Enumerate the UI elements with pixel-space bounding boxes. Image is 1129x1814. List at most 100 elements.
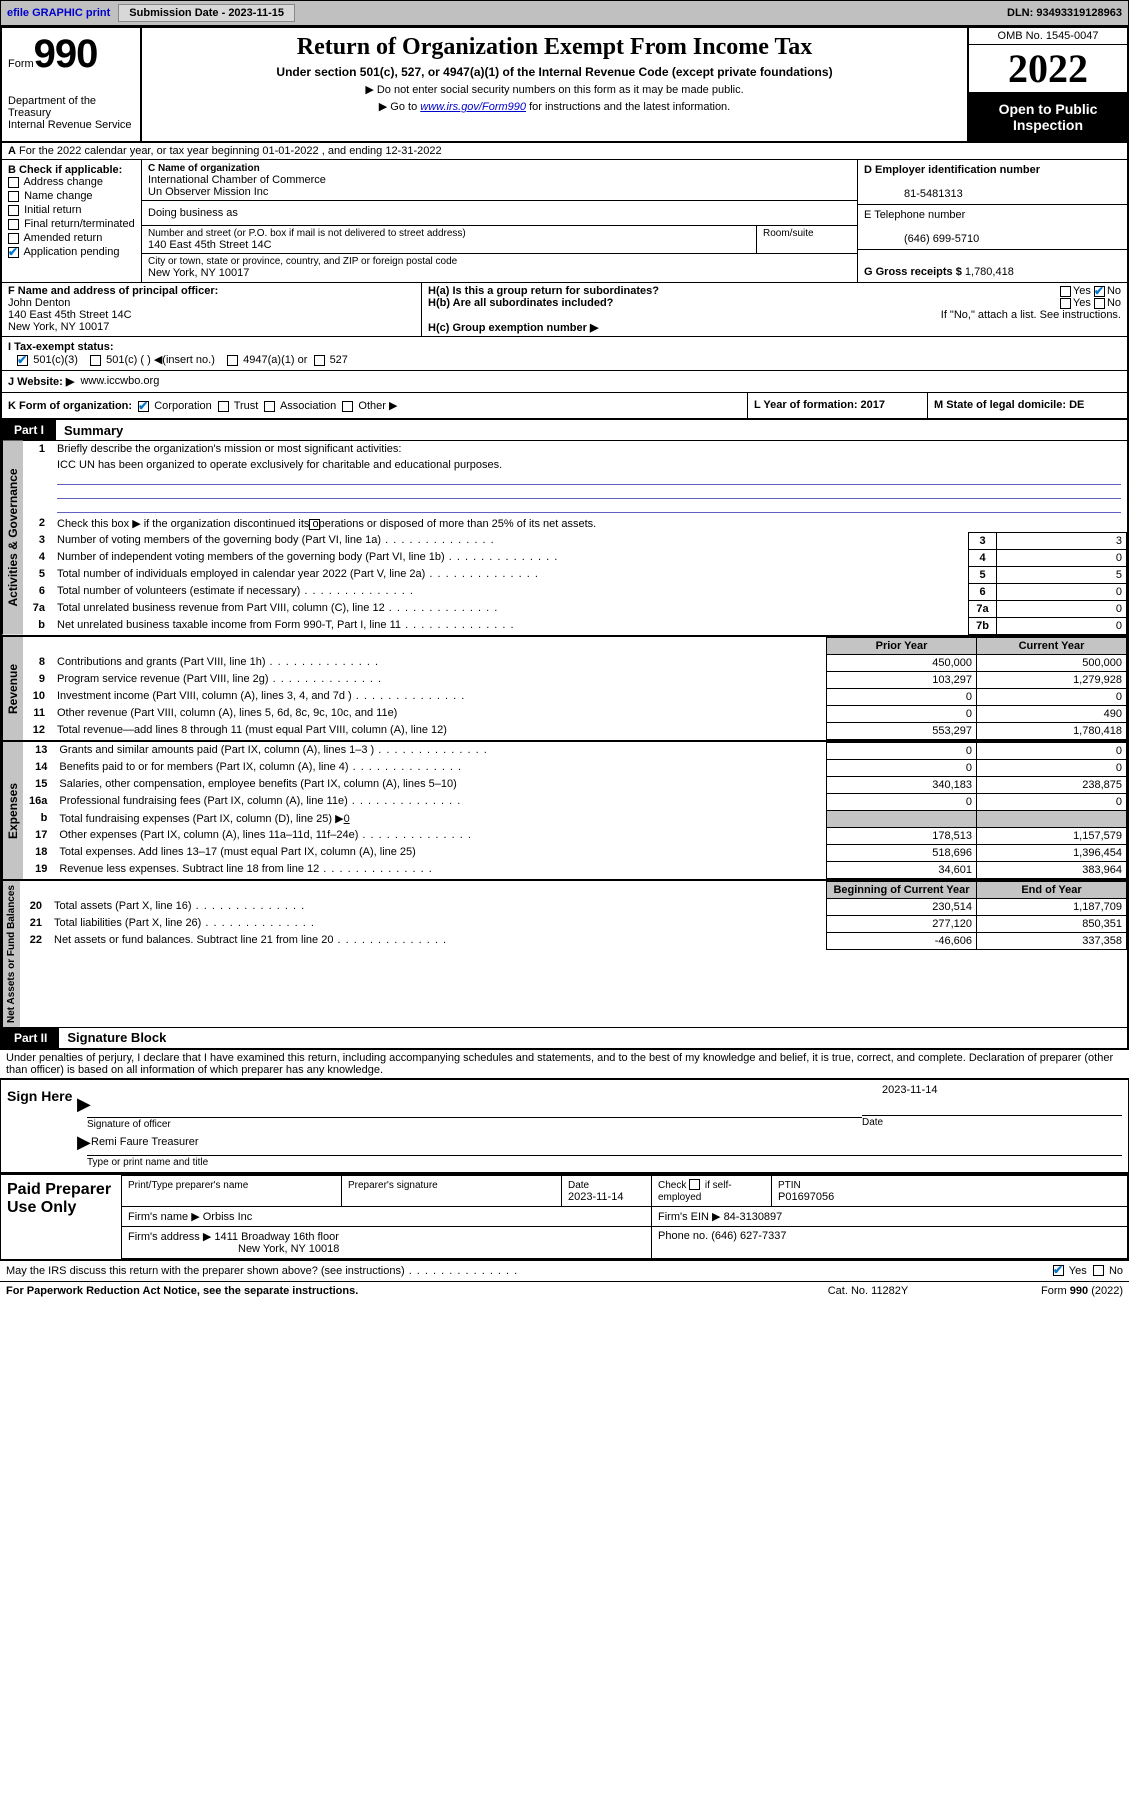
footer-row: For Paperwork Reduction Act Notice, see … xyxy=(0,1281,1129,1300)
cy17: 1,157,579 xyxy=(977,827,1127,844)
v7a: 0 xyxy=(997,600,1127,617)
cb-final-return[interactable] xyxy=(8,219,19,230)
website-value[interactable]: www.iccwbo.org xyxy=(80,375,159,388)
cy20: 1,187,709 xyxy=(977,898,1127,915)
cb-assoc[interactable] xyxy=(264,401,275,412)
cb-initial-return[interactable] xyxy=(8,205,19,216)
irs-link[interactable]: www.irs.gov/Form990 xyxy=(420,101,526,113)
k-form-org: K Form of organization: Corporation Trus… xyxy=(2,393,747,418)
s1: 501(c)(3) xyxy=(33,354,78,366)
na-table: Beginning of Current YearEnd of Year 20T… xyxy=(20,881,1127,950)
f-label: F Name and address of principal officer: xyxy=(8,285,218,297)
cb-name-change[interactable] xyxy=(8,191,19,202)
l3: Number of voting members of the governin… xyxy=(51,532,969,549)
firm-ein-l: Firm's EIN ▶ xyxy=(658,1211,721,1223)
pp-c5: PTIN xyxy=(778,1180,801,1191)
ha-no-cb[interactable] xyxy=(1094,286,1105,297)
row-a-text: For the 2022 calendar year, or tax year … xyxy=(19,145,442,157)
bych: Beginning of Current Year xyxy=(827,881,977,898)
l2-cb[interactable] xyxy=(309,519,320,530)
pp-c2: Preparer's signature xyxy=(348,1180,438,1191)
street-box: Number and street (or P.O. box if mail i… xyxy=(142,226,757,253)
k-trust: Trust xyxy=(234,400,259,412)
entity-right: D Employer identification number 81-5481… xyxy=(857,160,1127,282)
pp-phone: (646) 627-7337 xyxy=(711,1230,786,1242)
part1-tab: Part I xyxy=(2,420,56,440)
hb-no-cb[interactable] xyxy=(1094,298,1105,309)
efile-print-link[interactable]: efile GRAPHIC print xyxy=(7,7,110,19)
cy11: 490 xyxy=(977,705,1127,722)
cy8: 500,000 xyxy=(977,654,1127,671)
po-row: F Name and address of principal officer:… xyxy=(2,283,1127,337)
omb-no: OMB No. 1545-0047 xyxy=(969,28,1127,45)
footer-left: For Paperwork Reduction Act Notice, see … xyxy=(6,1285,793,1297)
pp-self-cb[interactable] xyxy=(689,1179,700,1190)
cb-other[interactable] xyxy=(342,401,353,412)
l20: Total assets (Part X, line 16) xyxy=(48,898,827,915)
form-frame: Form990 Department of the Treasury Inter… xyxy=(0,26,1129,1050)
cb-amended-return[interactable] xyxy=(8,233,19,244)
cyh: Current Year xyxy=(977,637,1127,654)
cb-501c[interactable] xyxy=(90,355,101,366)
discuss-yes-cb[interactable] xyxy=(1053,1265,1064,1276)
pp-table: Print/Type preparer's name Preparer's si… xyxy=(121,1175,1128,1259)
py22: -46,606 xyxy=(827,932,977,949)
cb-501c3[interactable] xyxy=(17,355,28,366)
l1-text: ICC UN has been organized to operate exc… xyxy=(57,459,502,471)
l16a: Professional fundraising fees (Part IX, … xyxy=(53,793,826,810)
city-value: New York, NY 10017 xyxy=(148,267,249,279)
cy18: 1,396,454 xyxy=(977,844,1127,861)
cb-corp[interactable] xyxy=(138,401,149,412)
pp-c4: Check if self-employed xyxy=(658,1180,732,1203)
note2-pre: ▶ Go to xyxy=(379,101,420,113)
l6: Total number of volunteers (estimate if … xyxy=(51,583,969,600)
form-title: Return of Organization Exempt From Incom… xyxy=(150,34,959,61)
py12: 553,297 xyxy=(827,722,977,739)
py10: 0 xyxy=(827,688,977,705)
l2: Check this box ▶ if the organization dis… xyxy=(51,515,969,532)
v4: 0 xyxy=(997,549,1127,566)
form-note1: ▶ Do not enter social security numbers o… xyxy=(150,83,959,96)
ha-yes-cb[interactable] xyxy=(1060,286,1071,297)
cy13: 0 xyxy=(977,742,1127,759)
discuss-no-cb[interactable] xyxy=(1093,1265,1104,1276)
cb-527[interactable] xyxy=(314,355,325,366)
l18: Total expenses. Add lines 13–17 (must eq… xyxy=(53,844,826,861)
street-value: 140 East 45th Street 14C xyxy=(148,239,272,251)
hc-label: H(c) Group exemption number ▶ xyxy=(428,322,598,334)
note2-post: for instructions and the latest informat… xyxy=(526,101,730,113)
cy10: 0 xyxy=(977,688,1127,705)
cb-app-pending-label: Application pending xyxy=(23,246,119,258)
form-header: Form990 Department of the Treasury Inter… xyxy=(2,28,1127,143)
py18: 518,696 xyxy=(827,844,977,861)
m-label: M State of legal domicile: DE xyxy=(934,399,1084,411)
header-center: Return of Organization Exempt From Incom… xyxy=(142,28,967,141)
hb-yes-cb[interactable] xyxy=(1060,298,1071,309)
section-revenue: Revenue Prior YearCurrent Year 8Contribu… xyxy=(2,637,1127,742)
po-name: John Denton xyxy=(8,297,70,309)
cy16a: 0 xyxy=(977,793,1127,810)
l22: Net assets or fund balances. Subtract li… xyxy=(48,932,827,949)
gross-box: G Gross receipts $ 1,780,418 xyxy=(858,250,1127,282)
cb-trust[interactable] xyxy=(218,401,229,412)
pp-date: 2023-11-14 xyxy=(568,1191,623,1203)
paid-preparer-block: Paid Preparer Use Only Print/Type prepar… xyxy=(0,1173,1129,1260)
l12: Total revenue—add lines 8 through 11 (mu… xyxy=(51,722,827,739)
cb-address-change[interactable] xyxy=(8,177,19,188)
l1-label: Briefly describe the organization's miss… xyxy=(51,441,1127,457)
k-other: Other ▶ xyxy=(358,400,397,412)
discuss-row: May the IRS discuss this return with the… xyxy=(0,1260,1129,1281)
pp-ptin: P01697056 xyxy=(778,1191,834,1203)
cb-app-pending[interactable] xyxy=(8,247,19,258)
firm-name: Orbiss Inc xyxy=(203,1211,253,1223)
py19: 34,601 xyxy=(827,861,977,878)
ha-yes: Yes xyxy=(1073,285,1091,297)
v7b: 0 xyxy=(997,617,1127,634)
pp-c3: Date xyxy=(568,1180,589,1191)
cy15: 238,875 xyxy=(977,776,1127,793)
part2-tab: Part II xyxy=(2,1028,59,1048)
dept-label: Department of the Treasury xyxy=(8,95,134,119)
cb-4947[interactable] xyxy=(227,355,238,366)
ag-table: 1Briefly describe the organization's mis… xyxy=(23,441,1127,635)
l9: Program service revenue (Part VIII, line… xyxy=(51,671,827,688)
